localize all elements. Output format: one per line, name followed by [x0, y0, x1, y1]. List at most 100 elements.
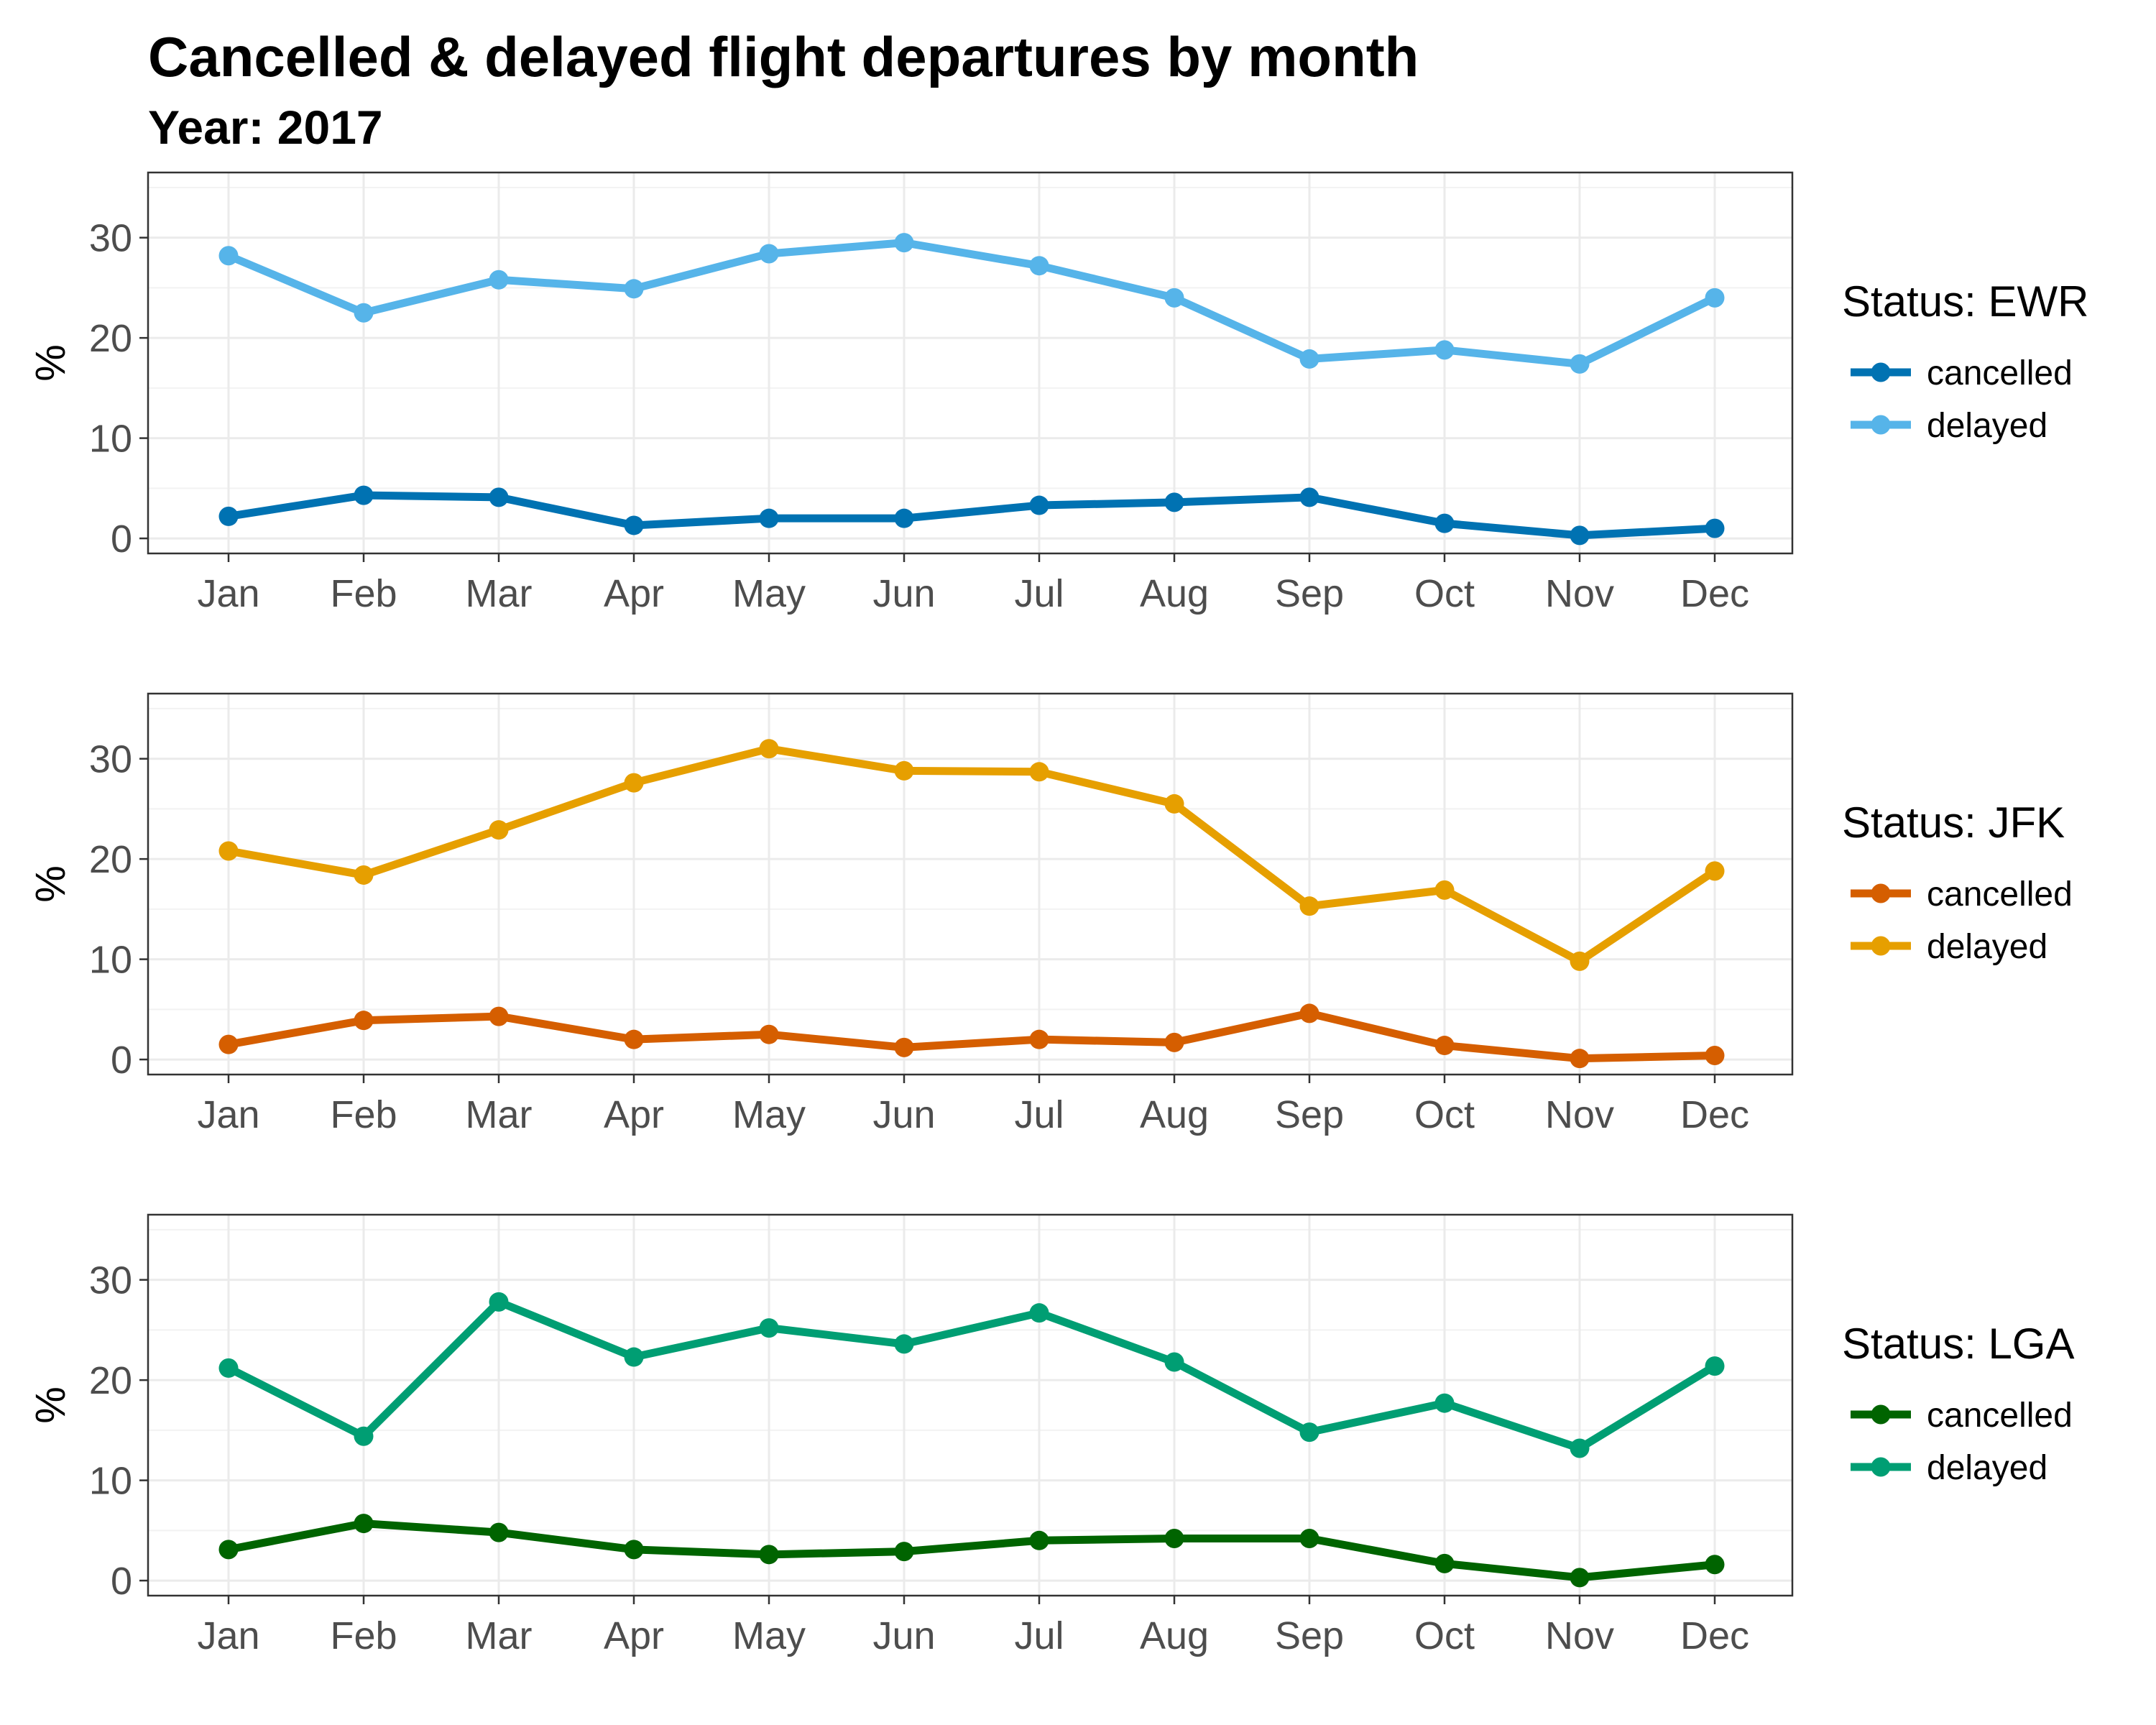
y-tick-label: 30: [89, 738, 132, 781]
data-point-cancelled: [1164, 492, 1184, 512]
data-point-cancelled: [354, 1011, 374, 1031]
x-tick-label: Feb: [330, 1614, 397, 1657]
x-tick-label: Jan: [197, 1614, 259, 1657]
x-tick-label: Apr: [604, 572, 664, 615]
data-point-cancelled: [624, 1029, 644, 1049]
legend-key-point: [1871, 883, 1891, 903]
data-point-delayed: [1164, 1352, 1184, 1372]
data-point-delayed: [894, 233, 914, 253]
series-delayed: [218, 739, 1725, 971]
facet-panels: 0 10 20 30 Jan Feb Mar Apr May Jun Jul Aug Sep Oct Nov…: [27, 171, 2088, 1657]
y-axis-title: %: [27, 344, 74, 382]
data-point-delayed: [1299, 349, 1319, 369]
data-point-delayed: [624, 279, 644, 299]
data-point-cancelled: [354, 485, 374, 505]
data-point-cancelled: [894, 1542, 914, 1562]
x-tick-label: May: [732, 1093, 806, 1136]
series-line-delayed: [224, 745, 1719, 965]
x-tick-label: Sep: [1275, 1614, 1344, 1657]
data-point-delayed: [218, 841, 239, 861]
data-point-delayed: [1705, 861, 1725, 881]
x-tick-label: Jul: [1014, 1093, 1064, 1136]
data-point-cancelled: [1570, 1049, 1590, 1069]
data-point-delayed: [218, 246, 239, 266]
data-point-cancelled: [1164, 1529, 1184, 1548]
legend-key-point: [1871, 1457, 1891, 1477]
legend-key-point: [1871, 362, 1891, 382]
data-point-cancelled: [1299, 487, 1319, 507]
x-tick-label: Aug: [1140, 572, 1209, 615]
panel-border: [147, 1213, 1794, 1597]
x-tick-label: May: [732, 572, 806, 615]
x-tick-label: Mar: [466, 1093, 533, 1136]
data-point-delayed: [624, 1347, 644, 1367]
data-point-delayed: [759, 1318, 779, 1338]
y-tick-label: 10: [89, 1460, 132, 1503]
data-point-cancelled: [1705, 1046, 1725, 1065]
data-point-cancelled: [218, 1540, 239, 1560]
y-tick-label: 10: [89, 418, 132, 461]
series-cancelled: [218, 1514, 1725, 1588]
x-tick-label: Nov: [1545, 572, 1614, 615]
data-point-cancelled: [1570, 1568, 1590, 1588]
legend-jfk: Status: JFK cancelled delayed: [1842, 799, 2073, 966]
data-point-delayed: [354, 303, 374, 323]
data-point-delayed: [354, 865, 374, 885]
x-tick-label: Oct: [1414, 1093, 1475, 1136]
data-point-cancelled: [1029, 1029, 1049, 1049]
data-point-delayed: [624, 773, 644, 793]
series-line-cancelled: [224, 491, 1719, 540]
data-point-delayed: [1705, 1356, 1725, 1376]
data-point-delayed: [1570, 951, 1590, 971]
data-point-delayed: [759, 739, 779, 759]
series-line-cancelled: [224, 1009, 1719, 1063]
x-tick-label: Jun: [872, 1614, 935, 1657]
data-point-delayed: [894, 760, 914, 781]
x-tick-label: May: [732, 1614, 806, 1657]
data-point-cancelled: [489, 1522, 509, 1542]
legend-label-delayed: delayed: [1927, 1449, 2047, 1487]
data-point-delayed: [894, 1334, 914, 1354]
data-point-delayed: [1570, 1438, 1590, 1458]
data-point-cancelled: [489, 1006, 509, 1026]
data-point-cancelled: [1434, 1036, 1455, 1056]
y-tick-label: 30: [89, 217, 132, 260]
data-point-cancelled: [1029, 495, 1049, 515]
y-tick-label: 20: [89, 317, 132, 360]
series-cancelled: [218, 1003, 1725, 1069]
data-point-cancelled: [624, 1540, 644, 1560]
data-point-delayed: [1570, 354, 1590, 374]
series-delayed: [218, 1292, 1725, 1458]
legend-lga: Status: LGA cancelled delayed: [1842, 1320, 2075, 1487]
data-point-cancelled: [894, 508, 914, 528]
x-tick-label: Jan: [197, 1093, 259, 1136]
panel-ewr: 0 10 20 30 Jan Feb Mar Apr May Jun Jul Aug Sep Oct Nov…: [27, 171, 2088, 615]
data-point-cancelled: [1434, 513, 1455, 533]
panel-border: [147, 171, 1794, 555]
y-tick-label: 0: [111, 518, 132, 561]
data-point-cancelled: [489, 487, 509, 507]
data-point-delayed: [1434, 1393, 1455, 1413]
y-tick-label: 0: [111, 1560, 132, 1603]
data-point-cancelled: [1705, 518, 1725, 538]
x-tick-label: Apr: [604, 1614, 664, 1657]
data-point-delayed: [1164, 288, 1184, 308]
legend-label-delayed: delayed: [1927, 407, 2047, 445]
panel-border: [147, 692, 1794, 1076]
data-point-cancelled: [624, 515, 644, 535]
data-point-cancelled: [1029, 1530, 1049, 1550]
x-tick-label: Jun: [872, 572, 935, 615]
legend-title: Status: LGA: [1842, 1320, 2075, 1368]
legend-key-point: [1871, 415, 1891, 435]
data-point-cancelled: [218, 506, 239, 526]
legend-key-point: [1871, 1404, 1891, 1425]
series-line-delayed: [224, 239, 1719, 368]
series-line-delayed: [224, 1297, 1719, 1453]
x-tick-label: Nov: [1545, 1093, 1614, 1136]
x-tick-label: Apr: [604, 1093, 664, 1136]
x-tick-label: Mar: [466, 572, 533, 615]
legend-ewr: Status: EWR cancelled delayed: [1842, 277, 2088, 445]
panel-jfk: 0 10 20 30 Jan Feb Mar Apr May Jun Jul Aug Sep Oct Nov…: [27, 692, 2073, 1136]
y-tick-label: 20: [89, 838, 132, 881]
data-point-delayed: [1299, 896, 1319, 916]
